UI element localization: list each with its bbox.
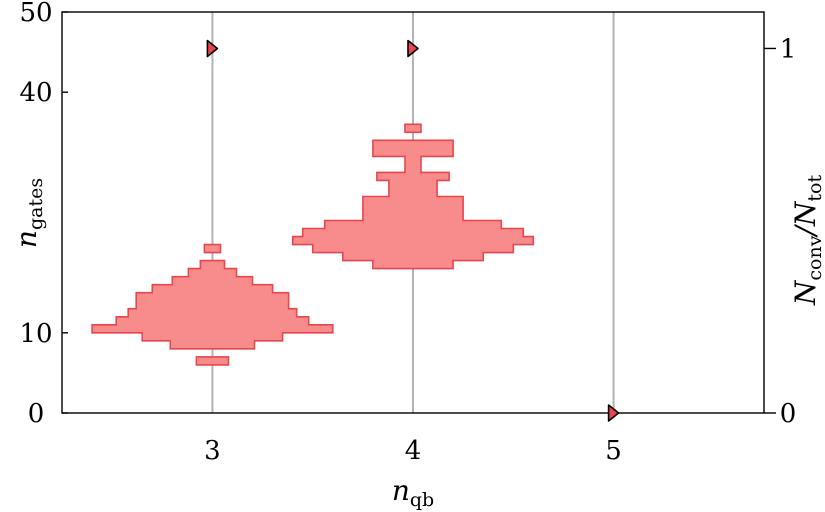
y-left-tick-label: 10 [19,319,52,349]
y-left-tick-label: 40 [19,78,52,108]
violin-layer [91,123,535,366]
violin-shape [91,259,334,350]
x-tick-label: 4 [405,436,422,466]
convergence-marker [407,39,419,58]
violin-shape [195,356,230,366]
marker-layer [206,39,620,422]
y-axis-right-label: Nconv/Ntot [789,175,825,307]
convergence-marker [206,39,219,58]
y-left-tick-label: 0 [28,399,45,429]
y-right-tick-label: 0 [780,399,797,429]
x-tick-label: 3 [204,436,221,466]
violin-shape [203,243,222,254]
plot-frame [61,11,765,414]
y-left-tick-label: 50 [19,0,52,28]
convergence-marker [607,404,620,422]
x-tick-label: 5 [605,436,622,466]
violin-shape [404,123,422,134]
y-axis-left-label: ngates [10,178,47,248]
y-right-tick-label: 1 [780,34,797,64]
violin-shape [291,139,535,270]
x-axis-label: nqb [392,474,434,511]
